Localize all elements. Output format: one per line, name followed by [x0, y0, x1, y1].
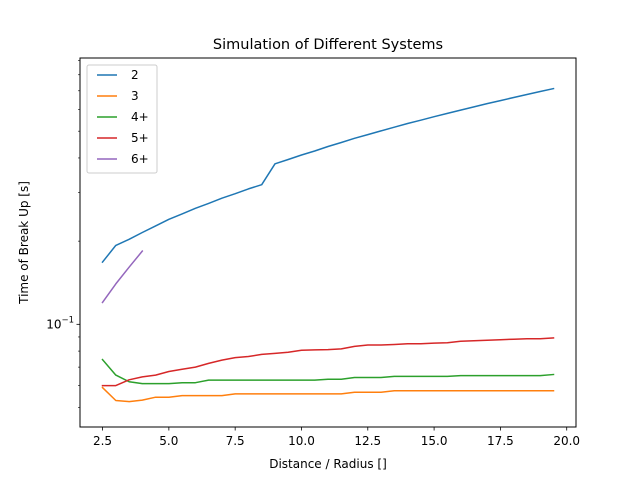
x-tick-label: 12.5 — [354, 434, 381, 448]
legend-frame — [86, 64, 158, 174]
x-axis-label: Distance / Radius [] — [269, 457, 387, 471]
legend-label: 2 — [131, 68, 139, 82]
chart-title: Simulation of Different Systems — [213, 37, 443, 53]
legend-label: 5+ — [131, 131, 149, 145]
series-line-2 — [101, 358, 555, 385]
series-line-1 — [101, 386, 555, 403]
y-axis-label: Time of Break Up [s] — [17, 181, 31, 305]
x-tick-label: 5.0 — [159, 434, 178, 448]
y-tick-label: 10−1 — [46, 315, 74, 331]
x-tick-label: 15.0 — [421, 434, 448, 448]
legend: 2 3 4+ 5+ 6+ — [86, 64, 158, 174]
legend-label: 4+ — [131, 110, 149, 124]
series-line-0 — [101, 87, 555, 264]
x-tick-label: 17.5 — [487, 434, 514, 448]
series-line-3 — [101, 337, 555, 387]
x-tick-label: 2.5 — [93, 434, 112, 448]
legend-label: 6+ — [131, 152, 149, 166]
x-tick-label: 10.0 — [288, 434, 315, 448]
series-line-4 — [101, 250, 144, 304]
y-axis: 10−1 — [46, 60, 80, 408]
x-tick-label: 7.5 — [226, 434, 245, 448]
series-layer — [101, 87, 555, 403]
x-tick-label: 20.0 — [553, 434, 580, 448]
plot-area-frame — [79, 57, 577, 428]
legend-label: 3 — [131, 89, 139, 103]
x-axis: 2.5 5.0 7.5 10.0 12.5 15.0 17.5 20.0 — [93, 427, 580, 448]
